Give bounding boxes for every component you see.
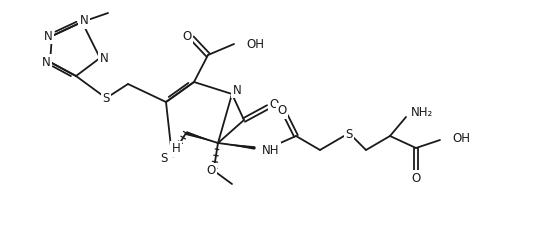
Text: OH: OH	[246, 37, 264, 51]
Text: O: O	[269, 98, 279, 112]
Text: N: N	[99, 52, 108, 64]
Text: O: O	[206, 164, 216, 178]
Text: S: S	[102, 92, 110, 104]
Polygon shape	[218, 143, 255, 150]
Text: NH: NH	[262, 144, 279, 156]
Text: N: N	[44, 30, 52, 42]
Text: O: O	[277, 104, 286, 118]
Text: N: N	[41, 56, 50, 68]
Text: OH: OH	[452, 132, 470, 146]
Polygon shape	[185, 131, 218, 143]
Text: O: O	[411, 172, 421, 185]
Text: H: H	[172, 143, 181, 155]
Text: NH₂: NH₂	[411, 106, 433, 120]
Text: N: N	[232, 84, 241, 96]
Text: S: S	[160, 152, 168, 164]
Text: S: S	[346, 128, 353, 142]
Text: O: O	[182, 30, 192, 42]
Text: N: N	[79, 14, 88, 28]
